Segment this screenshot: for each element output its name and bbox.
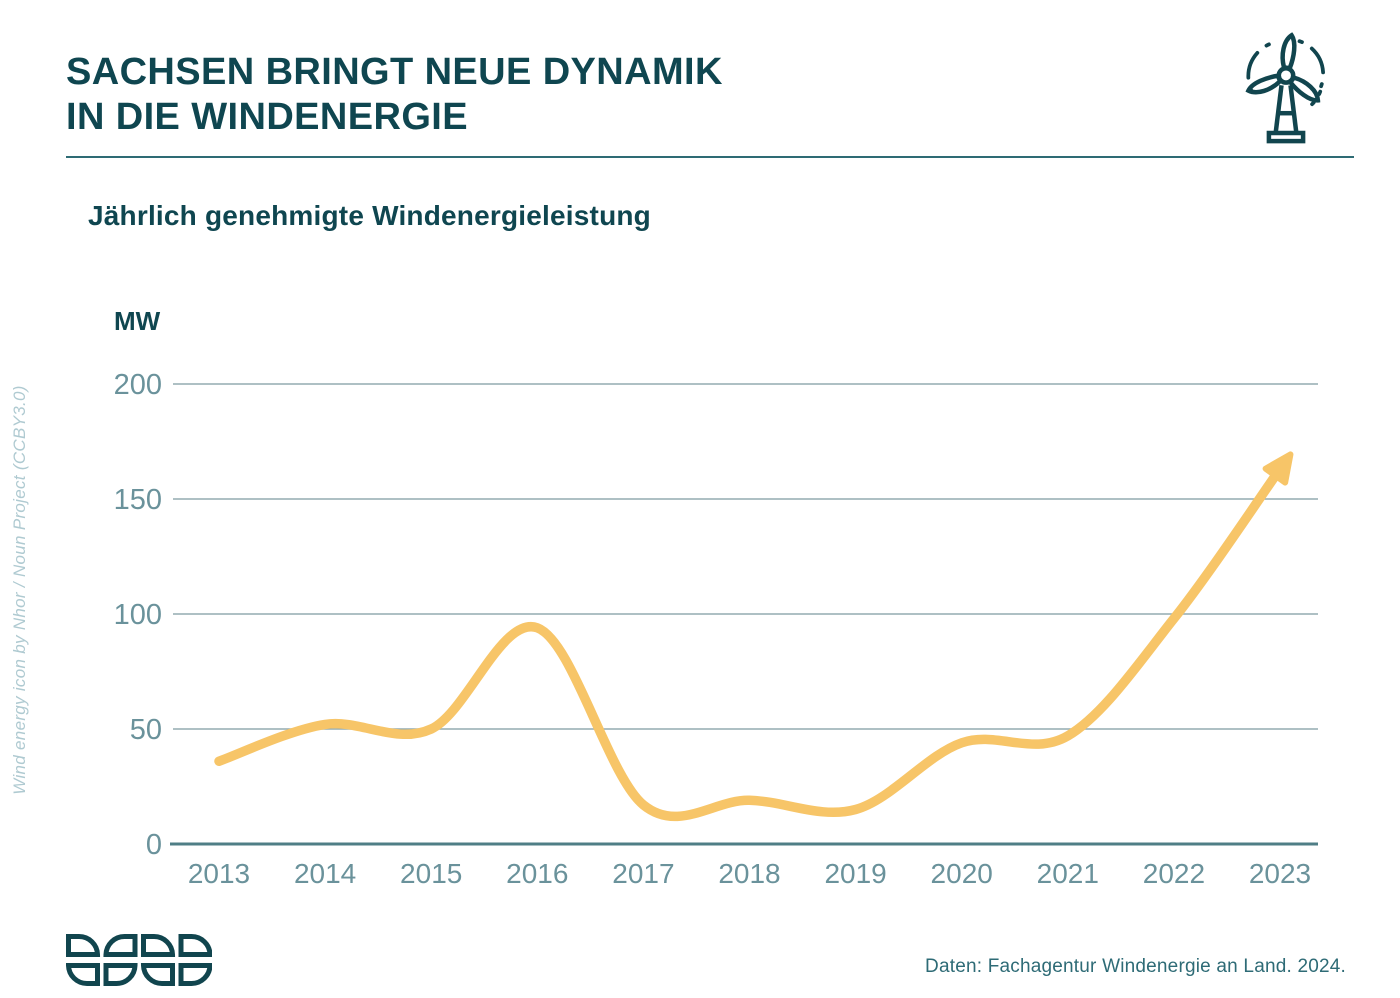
good-logo (66, 934, 212, 986)
header-divider (66, 156, 1354, 158)
x-tick-label: 2016 (506, 858, 568, 889)
data-line (214, 451, 1294, 822)
x-tick-label: 2015 (400, 858, 462, 889)
chart-subtitle: Jährlich genehmigte Windenergieleistung (88, 200, 651, 231)
data-source-note: Daten: Fachagentur Windenergie an Land. … (925, 956, 1346, 977)
y-tick-label: 200 (114, 369, 162, 401)
y-tick-label: 50 (130, 714, 162, 746)
x-tick-label: 2023 (1249, 858, 1311, 889)
x-tick-label: 2020 (931, 858, 993, 889)
page-title: SACHSEN BRINGT NEUE DYNAMIK IN DIE WINDE… (66, 50, 723, 140)
x-tick-label: 2019 (824, 858, 886, 889)
y-tick-label: 0 (146, 829, 162, 861)
x-tick-label: 2013 (188, 858, 250, 889)
x-tick-label: 2014 (294, 858, 356, 889)
x-tick-label: 2022 (1143, 858, 1205, 889)
page-title-line2: IN DIE WINDENERGIE (66, 96, 469, 138)
y-axis-unit-label: MW (114, 306, 161, 336)
y-tick-label: 100 (114, 599, 162, 631)
wind-turbine-icon (1245, 32, 1325, 144)
page-title-line1: SACHSEN BRINGT NEUE DYNAMIK (66, 51, 723, 93)
x-tick-label: 2018 (718, 858, 780, 889)
x-tick-label: 2017 (612, 858, 674, 889)
x-tick-label: 2021 (1037, 858, 1099, 889)
y-tick-label: 150 (114, 484, 162, 516)
